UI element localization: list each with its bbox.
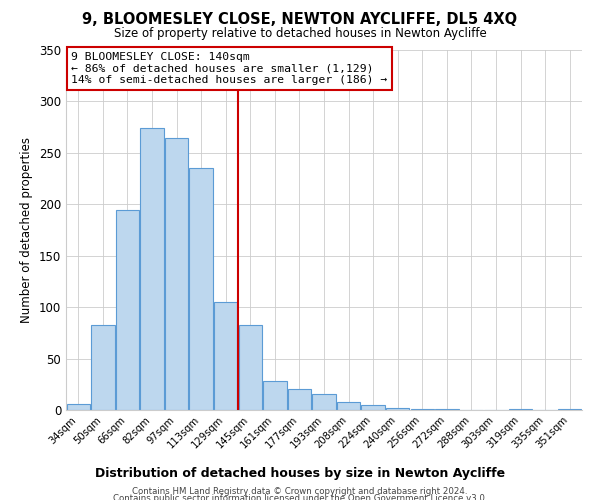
Bar	[361, 405, 385, 410]
Bar	[386, 408, 409, 410]
Text: 9, BLOOMESLEY CLOSE, NEWTON AYCLIFFE, DL5 4XQ: 9, BLOOMESLEY CLOSE, NEWTON AYCLIFFE, DL…	[82, 12, 518, 28]
Bar	[288, 390, 311, 410]
Bar	[337, 402, 360, 410]
Bar	[190, 168, 213, 410]
Text: Contains HM Land Registry data © Crown copyright and database right 2024.: Contains HM Land Registry data © Crown c…	[132, 488, 468, 496]
Bar	[313, 394, 335, 410]
Y-axis label: Number of detached properties: Number of detached properties	[20, 137, 34, 323]
Bar	[263, 381, 287, 410]
Bar	[435, 409, 458, 410]
Bar	[558, 409, 581, 410]
Text: Contains public sector information licensed under the Open Government Licence v3: Contains public sector information licen…	[113, 494, 487, 500]
Bar	[140, 128, 164, 410]
Bar	[410, 409, 434, 410]
Bar	[165, 138, 188, 410]
Bar	[67, 404, 90, 410]
Text: Distribution of detached houses by size in Newton Aycliffe: Distribution of detached houses by size …	[95, 467, 505, 480]
Bar	[116, 210, 139, 410]
Bar	[509, 409, 532, 410]
Text: 9 BLOOMESLEY CLOSE: 140sqm
← 86% of detached houses are smaller (1,129)
14% of s: 9 BLOOMESLEY CLOSE: 140sqm ← 86% of deta…	[71, 52, 388, 85]
Bar	[214, 302, 238, 410]
Bar	[91, 324, 115, 410]
Text: Size of property relative to detached houses in Newton Aycliffe: Size of property relative to detached ho…	[113, 28, 487, 40]
Bar	[239, 324, 262, 410]
